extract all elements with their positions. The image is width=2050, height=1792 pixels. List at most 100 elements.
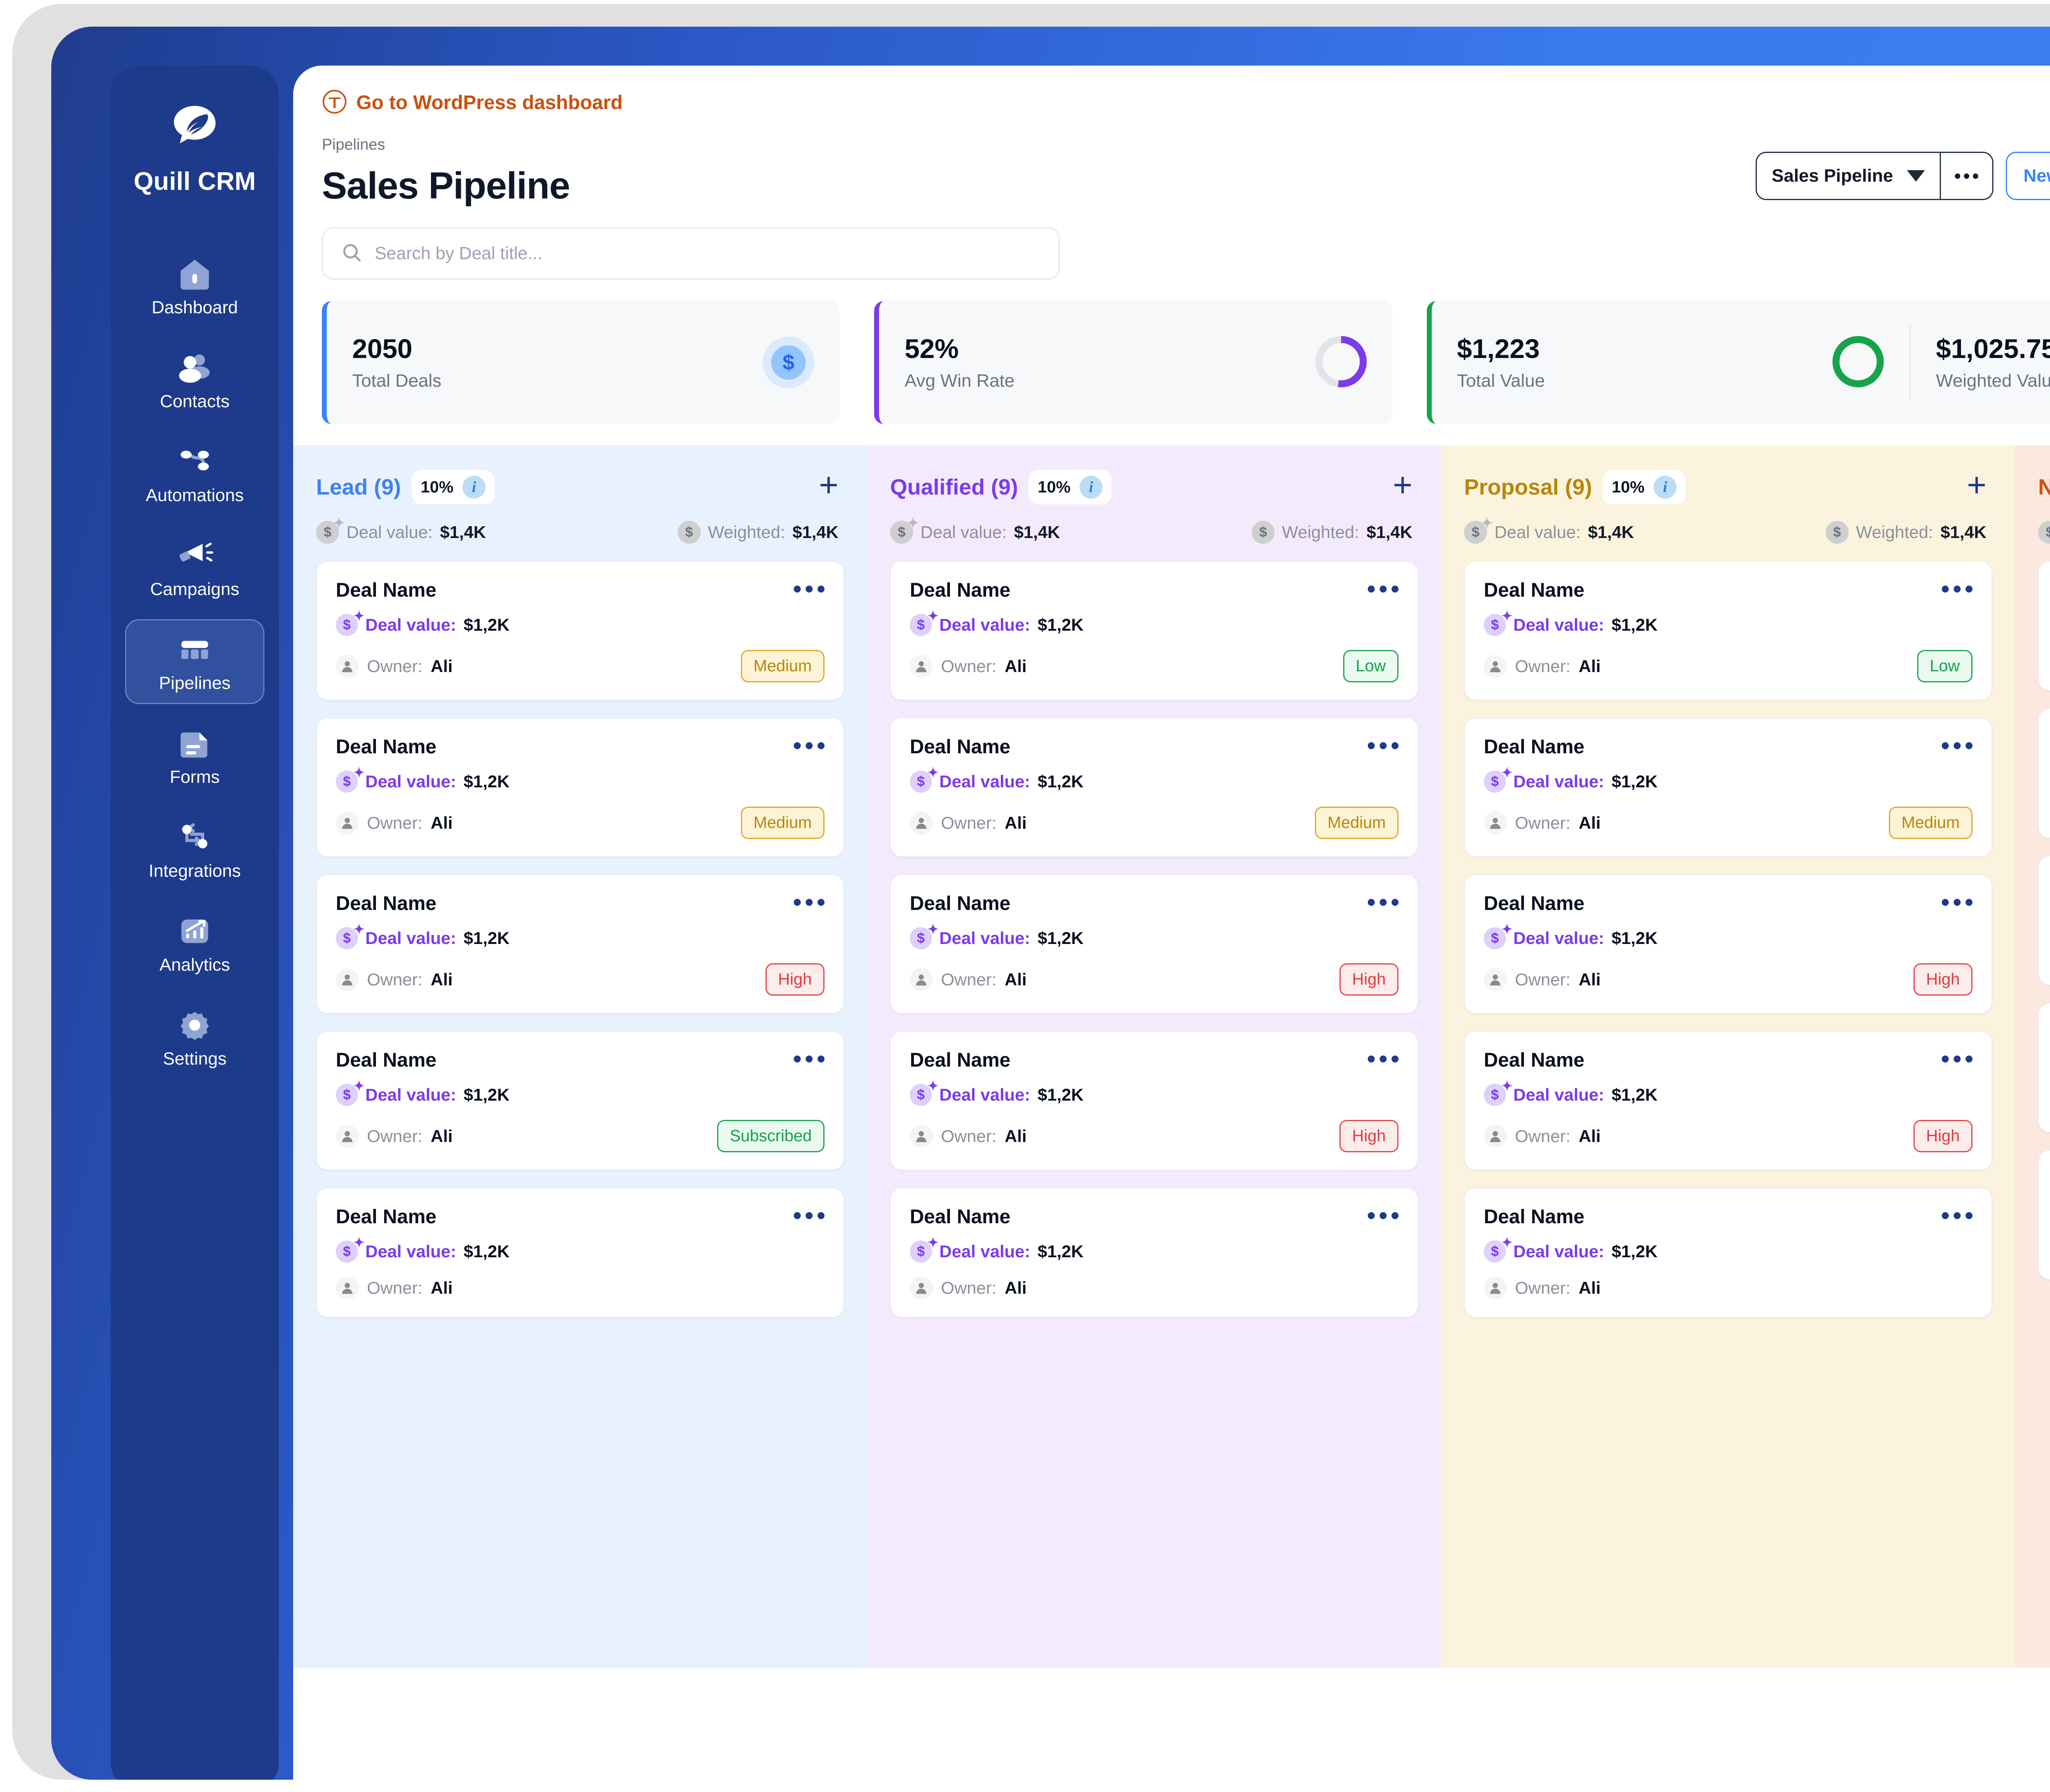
deal-card[interactable]: Deal Name $ Deal value: $1,2K Owner: Ali… xyxy=(316,718,844,857)
pipeline-selector[interactable]: Sales Pipeline xyxy=(1756,152,1994,200)
divider xyxy=(1940,153,1941,199)
owner-label: Owner: xyxy=(1515,1278,1571,1297)
deal-card[interactable]: Deal Name $ Deal value: $1,2K Owner: Ali… xyxy=(890,561,1418,700)
search-icon xyxy=(341,242,362,265)
deal-more-icon[interactable] xyxy=(794,736,825,749)
add-deal-to-column-button[interactable]: + xyxy=(1393,466,1412,504)
pipeline-column: Qualified (9) 10% i + $ Deal value: $1,4… xyxy=(867,445,1441,1668)
probability-chip[interactable]: 10% i xyxy=(1029,470,1112,504)
sidebar-item-contacts[interactable]: Contacts xyxy=(125,337,264,422)
deal-value-amount: $1,4K xyxy=(1014,522,1060,542)
deal-card[interactable]: Deal Name $ Deal value: $1,2K Owner: Ali xyxy=(1464,1188,1992,1318)
add-deal-to-column-button[interactable]: + xyxy=(1967,466,1986,504)
deal-more-icon[interactable] xyxy=(1368,892,1399,906)
deal-value-amount: $1,2K xyxy=(463,615,510,634)
deal-more-icon[interactable] xyxy=(1942,736,1973,749)
sidebar-item-campaigns[interactable]: Campaigns xyxy=(125,525,264,610)
deal-more-icon[interactable] xyxy=(794,1049,825,1062)
probability-chip[interactable]: 10% i xyxy=(1603,470,1686,504)
pipeline-selector-main[interactable]: Sales Pipeline xyxy=(1757,153,1940,199)
dollar-badge-icon: $ xyxy=(763,337,815,388)
deal-name: Deal Name xyxy=(1484,1206,1585,1228)
deal-card[interactable]: Deal Name $ Deal value: $1,2K Owner: Ali… xyxy=(1464,874,1992,1014)
ellipsis-icon xyxy=(1955,173,1979,179)
pipeline-more-button[interactable] xyxy=(1941,153,1992,199)
deal-more-icon[interactable] xyxy=(1368,1049,1399,1062)
weighted-label: Weighted: xyxy=(708,522,785,542)
sidebar-item-label: Dashboard xyxy=(151,298,238,317)
deal-value-label: Deal value: xyxy=(939,1085,1030,1104)
deal-card[interactable]: Deal Name $ Deal value: $1,2K Owner: Ali… xyxy=(316,561,844,700)
sidebar-item-label: Pipelines xyxy=(159,673,231,693)
deal-card[interactable]: Deal Name $ Deal value: $1,2K Owner: Ali xyxy=(2038,855,2050,985)
deal-value-label: Deal value: xyxy=(1513,1085,1604,1104)
wordpress-dashboard-link[interactable]: Go to WordPress dashboard xyxy=(322,89,623,116)
sidebar-item-forms[interactable]: Forms xyxy=(125,713,264,798)
integrations-icon xyxy=(125,818,264,856)
sidebar-item-analytics[interactable]: Analytics xyxy=(125,901,264,986)
owner-avatar-icon xyxy=(336,1277,359,1300)
info-icon[interactable]: i xyxy=(1654,476,1677,499)
deal-card[interactable]: Deal Name $ Deal value: $1,2K Owner: Ali… xyxy=(316,874,844,1014)
deal-card[interactable]: Deal Name $ Deal value: $1,2K Owner: Ali xyxy=(2038,1150,2050,1280)
deal-value-label: Deal value: xyxy=(1513,772,1604,791)
deal-more-icon[interactable] xyxy=(794,1206,825,1219)
deal-more-icon[interactable] xyxy=(794,892,825,906)
column-header: Proposal (9) 10% i + $ Deal value: $1,4K… xyxy=(1441,445,2015,561)
deal-value-coin-icon: $ xyxy=(336,1078,364,1106)
column-weighted-stat: $ Weighted: $1,4K xyxy=(677,521,838,544)
owner-name: Ali xyxy=(1578,1278,1601,1297)
sidebar-item-automations[interactable]: Automations xyxy=(125,431,264,516)
deal-value-label: Deal value: xyxy=(1513,615,1604,634)
owner-label: Owner: xyxy=(367,1126,423,1146)
deal-card[interactable]: Deal Name $ Deal value: $1,2K Owner: Ali… xyxy=(1464,1031,1992,1170)
kpi-value: $1,223 xyxy=(1457,333,1540,364)
deal-more-icon[interactable] xyxy=(1942,1049,1973,1062)
deal-value-label: Deal value: xyxy=(939,772,1030,791)
sidebar-item-dashboard[interactable]: Dashboard xyxy=(125,244,264,328)
deal-more-icon[interactable] xyxy=(1942,892,1973,906)
add-deal-to-column-button[interactable]: + xyxy=(819,466,838,504)
owner-label: Owner: xyxy=(941,1126,997,1146)
deal-value-label: Deal value: xyxy=(365,1085,456,1104)
deal-card[interactable]: Deal Name $ Deal value: $1,2K Owner: Ali xyxy=(2038,1003,2050,1133)
breadcrumb[interactable]: Pipelines xyxy=(322,136,385,153)
deal-card[interactable]: Deal Name $ Deal value: $1,2K Owner: Ali… xyxy=(890,718,1418,857)
deal-card[interactable]: Deal Name $ Deal value: $1,2K Owner: Ali… xyxy=(316,1031,844,1170)
sidebar-item-pipelines[interactable]: Pipelines xyxy=(125,619,264,704)
column-title: Proposal (9) xyxy=(1464,475,1592,499)
probability-value: 10% xyxy=(1038,478,1071,496)
deal-more-icon[interactable] xyxy=(1368,1206,1399,1219)
deal-more-icon[interactable] xyxy=(1368,736,1399,749)
deal-more-icon[interactable] xyxy=(1368,579,1399,593)
deal-card[interactable]: Deal Name $ Deal value: $1,2K Owner: Ali… xyxy=(1464,718,1992,857)
deal-card[interactable]: Deal Name $ Deal value: $1,2K Owner: Ali xyxy=(890,1188,1418,1318)
pipeline-board[interactable]: Lead (9) 10% i + $ Deal value: $1,4K $ W… xyxy=(293,445,2050,1676)
deal-card[interactable]: Deal Name $ Deal value: $1,2K Owner: Ali… xyxy=(1464,561,1992,700)
sidebar-item-label: Integrations xyxy=(148,861,241,881)
deal-card[interactable]: Deal Name $ Deal value: $1,2K Owner: Ali… xyxy=(890,874,1418,1014)
new-pipeline-button[interactable]: New Pipeline xyxy=(2006,152,2050,200)
sidebar-item-settings[interactable]: Settings xyxy=(125,995,264,1080)
deal-card[interactable]: Deal Name $ Deal value: $1,2K Owner: Ali xyxy=(2038,708,2050,838)
column-deal-value-stat: $ Deal value: $1,4K xyxy=(316,515,486,544)
kpi-label: Weighted Value xyxy=(1936,371,2050,391)
deal-more-icon[interactable] xyxy=(1942,1206,1973,1219)
deal-name: Deal Name xyxy=(336,579,437,601)
owner-name: Ali xyxy=(1004,1126,1027,1146)
deal-card[interactable]: Deal Name $ Deal value: $1,2K Owner: Ali xyxy=(2038,561,2050,691)
deal-card[interactable]: Deal Name $ Deal value: $1,2K Owner: Ali… xyxy=(890,1031,1418,1170)
deal-card[interactable]: Deal Name $ Deal value: $1,2K Owner: Ali xyxy=(316,1188,844,1318)
owner-label: Owner: xyxy=(1515,813,1571,832)
search-input[interactable]: Search by Deal title... xyxy=(322,227,1060,280)
sidebar-item-integrations[interactable]: Integrations xyxy=(125,807,264,892)
deal-more-icon[interactable] xyxy=(794,579,825,593)
info-icon[interactable]: i xyxy=(462,476,486,499)
info-icon[interactable]: i xyxy=(1080,476,1103,499)
owner-name: Ali xyxy=(1004,656,1027,676)
probability-chip[interactable]: 10% i xyxy=(412,470,495,504)
deal-more-icon[interactable] xyxy=(1942,579,1973,593)
deal-value-amount: $1,2K xyxy=(463,1242,510,1261)
owner-name: Ali xyxy=(430,969,453,989)
status-badge: Low xyxy=(1917,650,1973,682)
